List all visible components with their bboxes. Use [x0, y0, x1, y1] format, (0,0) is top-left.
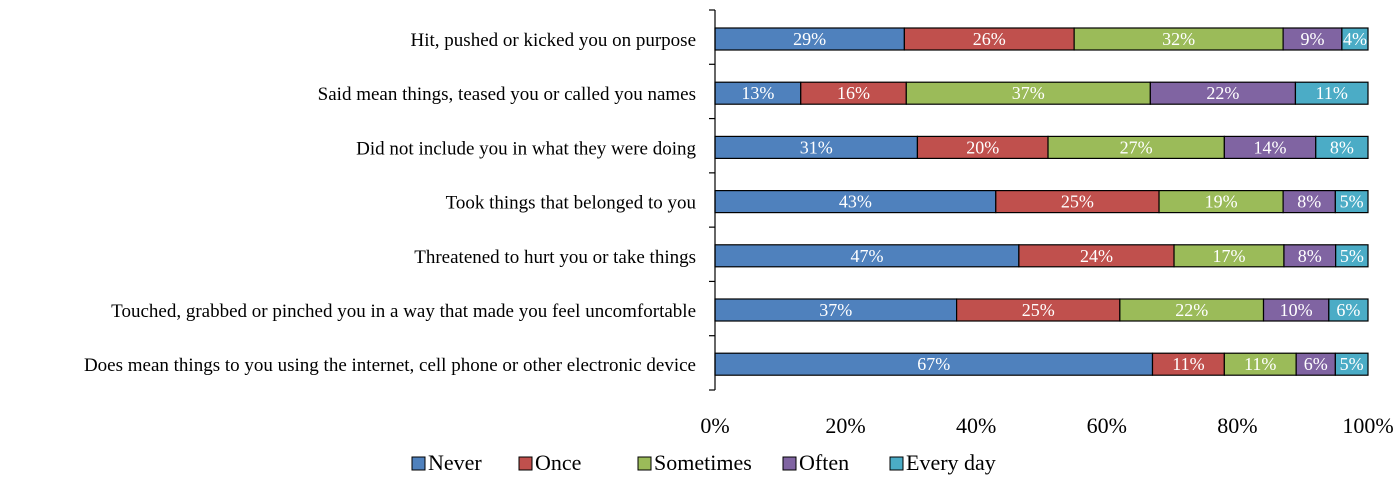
data-label: 19% — [1205, 192, 1238, 212]
category-label: Said mean things, teased you or called y… — [318, 84, 696, 105]
legend-swatch-every-day — [889, 456, 904, 471]
legend: Never Once Sometimes Often Every day — [411, 450, 996, 475]
x-tick-labels: 0% 20% 40% 60% 80% 100% — [700, 413, 1393, 438]
data-label: 67% — [917, 354, 950, 374]
data-label: 20% — [966, 137, 999, 157]
data-label: 6% — [1304, 354, 1328, 374]
x-tick-label: 0% — [700, 413, 729, 438]
data-label: 25% — [1022, 300, 1055, 320]
data-label: 8% — [1330, 137, 1354, 157]
category-label: Does mean things to you using the intern… — [84, 355, 696, 376]
data-label: 5% — [1340, 354, 1364, 374]
category-label: Took things that belonged to you — [446, 193, 697, 214]
data-label: 27% — [1120, 137, 1153, 157]
data-label: 5% — [1340, 192, 1364, 212]
data-label: 14% — [1254, 137, 1287, 157]
legend-label: Once — [535, 450, 581, 475]
data-label: 11% — [1244, 354, 1276, 374]
category-label: Hit, pushed or kicked you on purpose — [411, 30, 696, 51]
data-label: 11% — [1172, 354, 1204, 374]
data-label: 47% — [850, 246, 883, 266]
data-label: 24% — [1080, 246, 1113, 266]
x-tick-label: 100% — [1342, 413, 1393, 438]
data-label: 4% — [1343, 29, 1367, 49]
data-label: 25% — [1061, 192, 1094, 212]
data-label: 31% — [800, 137, 833, 157]
data-label: 22% — [1175, 300, 1208, 320]
legend-swatch-often — [782, 456, 797, 471]
legend-label: Often — [799, 450, 849, 475]
x-tick-label: 60% — [1087, 413, 1127, 438]
legend-swatch-sometimes — [637, 456, 652, 471]
bar-group: 29% 26% 32% 9% 4% 13% 16% 37% 22% 11% 31% 20% 27% 14%… — [714, 27, 1369, 376]
data-label: 13% — [741, 83, 774, 103]
category-labels: Hit, pushed or kicked you on purpose Said… — [84, 30, 697, 376]
bar-segment-every-day — [1341, 27, 1369, 51]
bar-segment-every-day — [1334, 190, 1369, 214]
bar-segment-every-day — [1294, 81, 1369, 105]
bar-segment-every-day — [1328, 298, 1369, 322]
data-label: 10% — [1280, 300, 1313, 320]
data-label: 8% — [1298, 246, 1322, 266]
x-tick-label: 40% — [956, 413, 996, 438]
data-label: 6% — [1336, 300, 1360, 320]
data-label: 16% — [837, 83, 870, 103]
data-label: 22% — [1206, 83, 1239, 103]
category-axis — [709, 9, 716, 391]
data-label: 9% — [1301, 29, 1325, 49]
category-label: Touched, grabbed or pinched you in a way… — [111, 301, 696, 322]
data-label: 17% — [1213, 246, 1246, 266]
data-label: 43% — [839, 192, 872, 212]
data-label: 8% — [1297, 192, 1321, 212]
data-label: 37% — [1012, 83, 1045, 103]
data-label: 5% — [1340, 246, 1364, 266]
category-label: Threatened to hurt you or take things — [414, 247, 696, 268]
data-label: 37% — [819, 300, 852, 320]
legend-label: Never — [428, 450, 482, 475]
data-label: 32% — [1162, 29, 1195, 49]
data-label: 26% — [973, 29, 1006, 49]
legend-swatch-once — [518, 456, 533, 471]
legend-swatch-never — [411, 456, 426, 471]
data-label: 11% — [1316, 83, 1348, 103]
data-label: 29% — [793, 29, 826, 49]
x-tick-label: 20% — [825, 413, 865, 438]
bar-segment-every-day — [1335, 244, 1369, 268]
bar-segment-every-day — [1334, 352, 1369, 376]
bar-segment-every-day — [1315, 135, 1369, 159]
legend-label: Every day — [906, 450, 996, 475]
legend-label: Sometimes — [654, 450, 752, 475]
x-tick-label: 80% — [1217, 413, 1257, 438]
category-label: Did not include you in what they were do… — [356, 138, 696, 159]
